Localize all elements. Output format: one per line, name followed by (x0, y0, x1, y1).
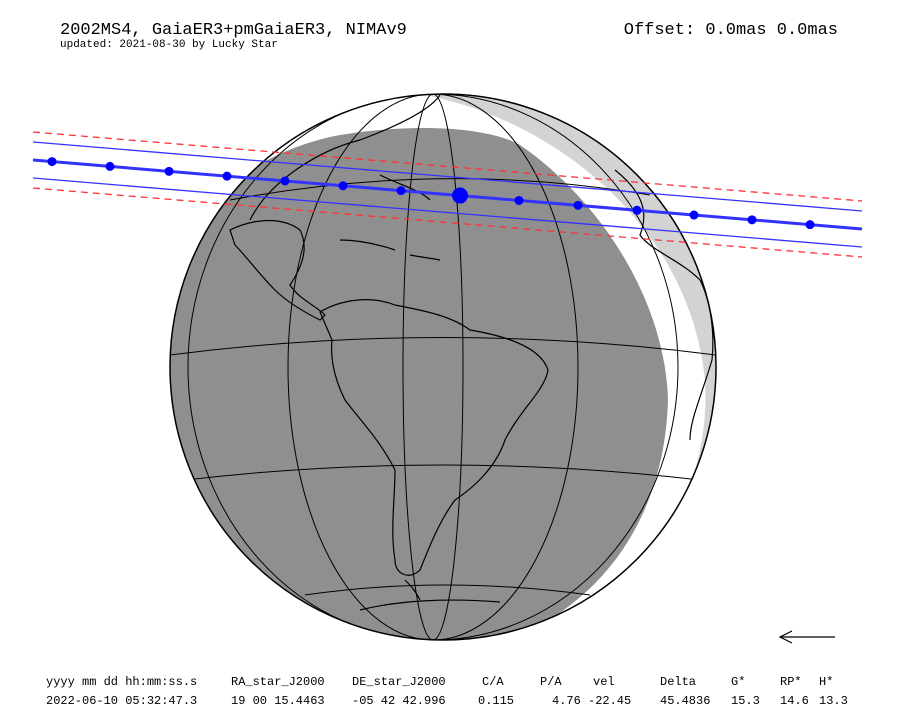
table-cell: 4.76 (552, 694, 581, 708)
time-marker (338, 181, 348, 191)
table-cell: 2022-06-10 05:32:47.3 (46, 694, 197, 708)
title: 2002MS4, GaiaER3+pmGaiaER3, NIMAv9 (60, 21, 407, 40)
table-cell: yyyy mm dd hh:mm:ss.s (46, 675, 197, 689)
time-marker (105, 161, 115, 171)
table-cell: P/A (540, 675, 562, 689)
time-marker (805, 220, 815, 230)
time-marker (689, 210, 699, 220)
table-cell: RP* (780, 675, 802, 689)
table-cell: G* (731, 675, 745, 689)
table-cell: 19 00 15.4463 (231, 694, 325, 708)
table-cell: H* (819, 675, 833, 689)
table-cell: RA_star_J2000 (231, 675, 325, 689)
table-cell: -22.45 (588, 694, 631, 708)
coastlines (229, 94, 714, 611)
event-table: yyyy mm dd hh:mm:ss.s RA_star_J2000 DE_sta… (46, 675, 848, 708)
time-marker (222, 171, 232, 181)
globe-outline (169, 93, 717, 641)
subtitle: updated: 2021-08-30 by Lucky Star (60, 39, 278, 51)
time-marker (396, 186, 406, 196)
night-shade (170, 127, 668, 640)
table-cell: 0.115 (478, 694, 514, 708)
table-cell: 13.3 (819, 694, 848, 708)
shadow-path (32, 131, 863, 258)
closest-approach (452, 187, 468, 204)
direction-arrow (778, 630, 835, 644)
time-marker (514, 195, 524, 205)
body-limit (32, 141, 863, 212)
table-cell: -05 42 42.996 (352, 694, 446, 708)
time-marker (280, 176, 290, 186)
time-marker (47, 157, 57, 167)
graticule (170, 94, 716, 640)
offset: Offset: 0.0mas 0.0mas (624, 21, 838, 40)
error-limit (32, 131, 863, 202)
table-cell: vel (593, 675, 615, 689)
globe (170, 94, 716, 640)
table-cell: 45.4836 (660, 694, 710, 708)
time-marker (632, 205, 642, 215)
body-limit (32, 177, 863, 248)
time-marker (747, 215, 757, 225)
error-limit (32, 187, 863, 258)
time-marker (573, 200, 583, 210)
table-cell: 14.6 (780, 694, 809, 708)
table-cell: DE_star_J2000 (352, 675, 446, 689)
table-cell: Delta (660, 675, 696, 689)
table-cell: C/A (482, 675, 504, 689)
table-cell: 15.3 (731, 694, 760, 708)
time-marker (164, 166, 174, 176)
